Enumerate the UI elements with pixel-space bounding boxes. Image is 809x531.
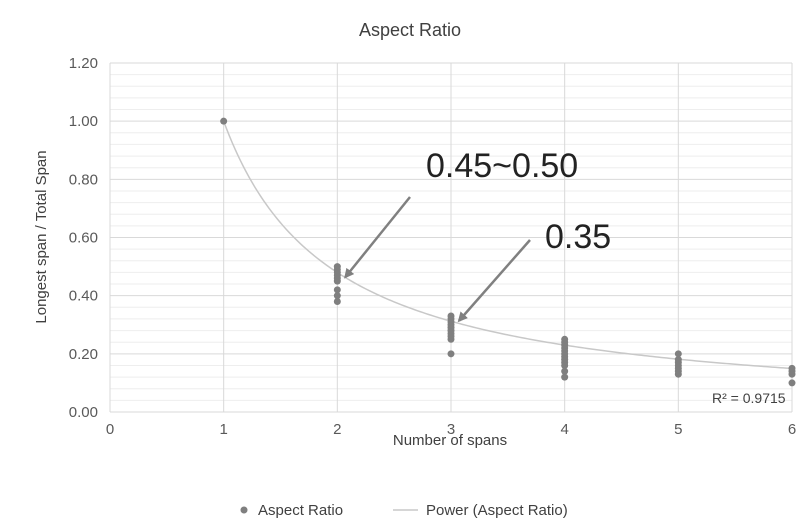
data-point — [561, 367, 569, 375]
data-point — [220, 117, 228, 125]
annotation-label: 0.45~0.50 — [426, 147, 578, 185]
r-squared-label: R² = 0.9715 — [712, 390, 786, 406]
data-point — [333, 297, 341, 305]
x-tick-label: 5 — [674, 421, 682, 438]
x-tick-label: 4 — [560, 421, 568, 438]
x-tick-label: 6 — [788, 421, 796, 438]
y-tick-label: 0.60 — [69, 230, 98, 247]
annotations: 0.45~0.50 0.35 — [344, 147, 611, 323]
y-tick-label: 0.40 — [69, 288, 98, 305]
data-point — [788, 364, 796, 372]
y-axis-label: Longest span / Total Span — [33, 150, 50, 323]
y-tick-label: 1.20 — [69, 55, 98, 72]
legend-label-trendline: Power (Aspect Ratio) — [426, 502, 568, 519]
data-point — [788, 379, 796, 387]
x-axis-label: Number of spans — [393, 432, 507, 449]
x-tick-label: 3 — [447, 421, 455, 438]
data-point — [674, 356, 682, 364]
y-tick-label: 0.00 — [69, 404, 98, 421]
data-point — [333, 263, 341, 271]
y-tick-label: 1.00 — [69, 113, 98, 130]
legend: Aspect Ratio Power (Aspect Ratio) — [240, 502, 568, 519]
x-tick-label: 2 — [333, 421, 341, 438]
legend-marker-aspect-ratio — [240, 506, 248, 514]
annotation-arrow — [344, 196, 411, 279]
data-point — [333, 292, 341, 300]
chart-title: Aspect Ratio — [359, 20, 461, 40]
data-point — [561, 373, 569, 381]
power-trendline — [222, 120, 793, 370]
x-tick-label: 1 — [219, 421, 227, 438]
data-point — [561, 335, 569, 343]
y-tick-label: 0.80 — [69, 171, 98, 188]
data-point — [674, 350, 682, 358]
legend-label-aspect-ratio: Aspect Ratio — [258, 502, 343, 519]
x-tick-label: 0 — [106, 421, 114, 438]
y-tick-label: 0.20 — [69, 346, 98, 363]
data-point — [447, 350, 455, 358]
annotation-label: 0.35 — [545, 218, 611, 256]
data-point — [447, 312, 455, 320]
data-point — [333, 286, 341, 294]
axes: 0.00 0.20 0.40 0.60 0.80 1.00 1.20 0 1 2 3 4 5 6 — [69, 55, 796, 438]
scatter-points — [220, 117, 796, 387]
annotation-arrow — [457, 239, 531, 323]
gridlines — [109, 62, 793, 413]
